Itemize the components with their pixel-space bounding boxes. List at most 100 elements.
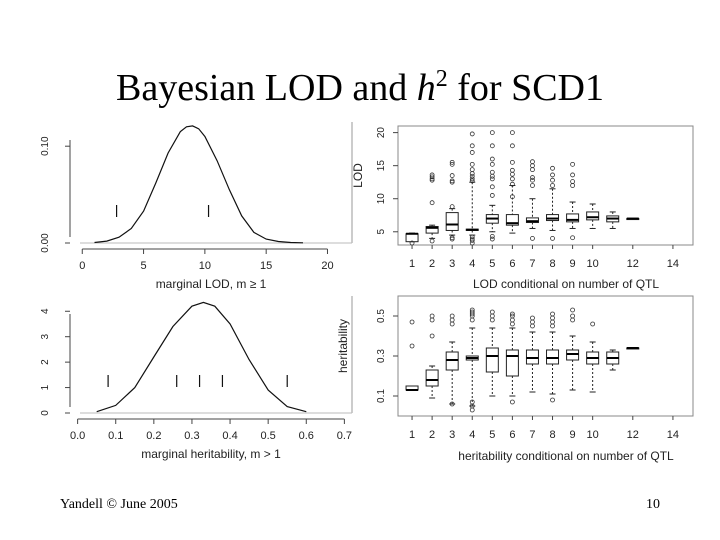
x-tick-label: 6 <box>509 429 515 441</box>
outlier-point <box>550 235 555 241</box>
outlier-point <box>429 333 435 339</box>
outlier-point <box>469 171 475 177</box>
outlier-point <box>550 183 555 188</box>
x-tick-label: 8 <box>549 429 555 441</box>
box-body <box>566 213 580 223</box>
outlier-point <box>489 193 495 198</box>
x-tick-label: 6 <box>509 258 515 270</box>
outlier-point <box>530 159 535 165</box>
outlier-point <box>489 143 495 149</box>
x-tick-label: 4 <box>469 258 475 270</box>
y-tick-label: 0.10 <box>40 136 51 156</box>
outlier-point <box>429 313 435 319</box>
outlier-point <box>489 161 495 167</box>
x-tick-label: 12 <box>627 429 639 441</box>
outlier-point <box>489 234 495 239</box>
outlier-point <box>509 167 515 173</box>
outlier-point <box>449 204 455 210</box>
outlier-point <box>489 130 495 136</box>
outlier-point <box>550 315 555 321</box>
x-tick-label: 0.2 <box>146 430 161 442</box>
outlier-point <box>509 181 515 187</box>
outlier-point <box>530 323 535 329</box>
outlier-point <box>530 177 535 183</box>
title-superscript: 2 <box>435 66 448 92</box>
outlier-point <box>409 343 415 349</box>
x-axis-label: LOD conditional on number of QTL <box>473 277 659 291</box>
outlier-point <box>469 407 475 413</box>
outlier-point <box>449 317 455 323</box>
outlier-point <box>530 167 535 173</box>
outlier-point <box>509 399 515 405</box>
outlier-point <box>429 200 435 206</box>
outlier-point <box>469 150 475 155</box>
outlier-point <box>550 311 555 317</box>
x-tick-label: 0.4 <box>222 430 237 442</box>
outlier-point <box>429 238 435 244</box>
outlier-point <box>530 235 535 241</box>
box-body <box>445 212 459 231</box>
outlier-point <box>570 183 575 188</box>
y-axis-label: LOD <box>351 163 365 188</box>
outlier-point <box>489 176 495 182</box>
outlier-point <box>550 177 555 183</box>
y-axis-label: heritability <box>336 319 350 373</box>
outlier-point <box>469 161 475 167</box>
box-body <box>586 211 600 221</box>
x-tick-label: 10 <box>199 260 211 272</box>
outlier-point <box>409 240 415 246</box>
title-prefix: Bayesian LOD and <box>116 67 417 109</box>
outlier-point <box>449 235 455 241</box>
outlier-point <box>489 317 495 323</box>
title-suffix: for SCD1 <box>447 67 604 109</box>
x-tick-label: 20 <box>321 260 333 272</box>
outlier-point <box>530 319 535 325</box>
box-body <box>425 369 439 387</box>
outlier-point <box>409 319 415 325</box>
outlier-point <box>550 172 555 178</box>
x-tick-label: 9 <box>570 258 576 270</box>
outlier-point <box>449 161 455 167</box>
outlier-point <box>550 397 555 403</box>
outlier-point <box>550 319 555 325</box>
outlier-point <box>509 311 515 317</box>
outlier-point <box>530 163 535 169</box>
x-tick-label: 9 <box>570 429 576 441</box>
x-tick-label: 0.3 <box>184 430 199 442</box>
x-tick-label: 3 <box>449 429 455 441</box>
x-tick-label: 3 <box>449 258 455 270</box>
outlier-point <box>429 317 435 323</box>
x-tick-label: 5 <box>489 429 495 441</box>
outlier-point <box>509 159 515 165</box>
y-tick-label: 4 <box>40 308 51 314</box>
slide-title: Bayesian LOD and h2 for SCD1 <box>0 66 720 110</box>
outlier-point <box>590 321 596 327</box>
outlier-point <box>509 194 515 200</box>
outlier-point <box>550 323 555 329</box>
outlier-point <box>489 236 495 242</box>
outlier-point <box>530 175 535 180</box>
outlier-point <box>530 183 535 188</box>
outlier-point <box>469 309 475 315</box>
box-body <box>425 225 439 234</box>
outlier-point <box>449 401 455 407</box>
outlier-point <box>469 317 475 323</box>
outlier-point <box>449 313 455 319</box>
box-body <box>485 347 499 373</box>
outlier-point <box>509 171 515 177</box>
x-tick-label: 2 <box>429 429 435 441</box>
y-tick-label: 3 <box>40 333 51 339</box>
y-tick-label: 0.3 <box>376 349 387 363</box>
density-curve <box>94 125 304 244</box>
outlier-point <box>489 169 495 175</box>
y-tick-label: 0.5 <box>376 309 387 323</box>
outlier-point <box>570 313 575 319</box>
outlier-point <box>469 178 475 184</box>
y-tick-label: 10 <box>376 193 387 205</box>
outlier-point <box>469 234 475 240</box>
outlier-point <box>469 167 475 173</box>
x-tick-label: 4 <box>469 429 475 441</box>
outlier-point <box>530 315 535 321</box>
outlier-point <box>469 176 475 182</box>
outlier-point <box>570 235 575 241</box>
